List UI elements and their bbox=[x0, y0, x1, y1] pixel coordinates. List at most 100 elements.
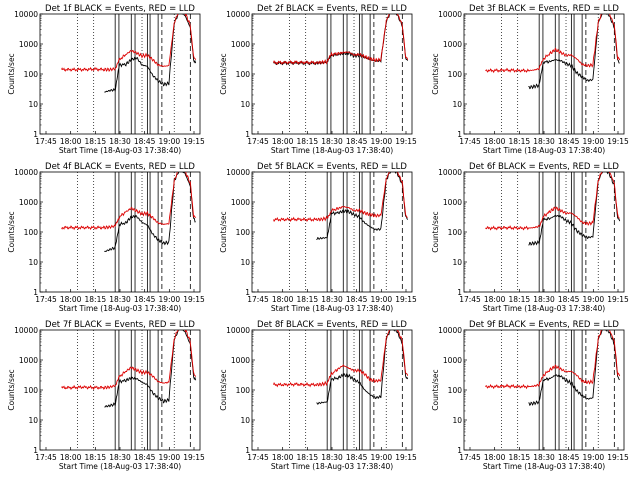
y-axis-label: Counts/sec bbox=[431, 53, 440, 94]
y-axis-label: Counts/sec bbox=[431, 211, 440, 252]
x-axis-label: Start Time (18-Aug-03 17:38:40) bbox=[271, 462, 393, 471]
plot-panel: Det 4f BLACK = Events, RED = LLD 1 10 100 10… bbox=[7, 162, 205, 313]
y-tick-label: 100 bbox=[448, 70, 463, 79]
x-axis-label: Start Time (18-Aug-03 17:38:40) bbox=[59, 462, 181, 471]
plot-frame bbox=[39, 329, 201, 451]
x-tick-label: 17:45 bbox=[459, 295, 481, 304]
x-tick-label: 19:00 bbox=[371, 137, 393, 146]
y-tick-label: 10000 bbox=[14, 10, 38, 19]
x-tick-label: 18:45 bbox=[346, 295, 368, 304]
x-tick-label: 18:45 bbox=[346, 453, 368, 462]
y-tick-label: 100 bbox=[236, 386, 251, 395]
y-tick-label: 10000 bbox=[226, 168, 250, 177]
x-tick-label: 19:15 bbox=[395, 137, 417, 146]
x-tick-label: 18:30 bbox=[109, 295, 131, 304]
series-line-events bbox=[316, 172, 409, 241]
series-line-events bbox=[104, 14, 197, 93]
x-tick-label: 19:00 bbox=[159, 137, 181, 146]
series-line-lld bbox=[485, 172, 620, 231]
x-tick-label: 18:00 bbox=[484, 295, 506, 304]
y-axis-label: Counts/sec bbox=[7, 211, 16, 252]
y-tick-label: 10000 bbox=[226, 326, 250, 335]
x-tick-label: 17:45 bbox=[247, 453, 269, 462]
plot-title: Det 2f BLACK = Events, RED = LLD bbox=[257, 4, 407, 14]
x-tick-label: 18:30 bbox=[533, 453, 555, 462]
y-tick-label: 1 bbox=[245, 288, 250, 297]
y-tick-label: 10 bbox=[452, 416, 462, 425]
x-axis-label: Start Time (18-Aug-03 17:38:40) bbox=[483, 462, 605, 471]
x-tick-label: 18:30 bbox=[109, 453, 131, 462]
x-tick-label: 18:00 bbox=[272, 453, 294, 462]
y-tick-label: 1000 bbox=[443, 356, 462, 365]
plot-title: Det 6f BLACK = Events, RED = LLD bbox=[469, 162, 619, 172]
plot-frame bbox=[251, 171, 413, 293]
y-tick-label: 1 bbox=[457, 288, 462, 297]
y-tick-label: 1000 bbox=[231, 40, 250, 49]
y-tick-label: 100 bbox=[24, 228, 39, 237]
x-tick-label: 17:45 bbox=[35, 295, 57, 304]
series-line-events bbox=[528, 172, 621, 246]
y-tick-label: 1000 bbox=[19, 356, 38, 365]
x-tick-label: 19:00 bbox=[583, 295, 605, 304]
x-tick-label: 19:15 bbox=[607, 453, 629, 462]
series-line-lld bbox=[61, 330, 197, 391]
x-tick-label: 18:45 bbox=[558, 295, 580, 304]
series-line-events bbox=[528, 14, 620, 90]
y-tick-label: 100 bbox=[448, 386, 463, 395]
plot-frame bbox=[463, 329, 625, 451]
x-tick-label: 18:00 bbox=[60, 137, 82, 146]
plot-frame bbox=[39, 13, 201, 135]
x-tick-label: 18:45 bbox=[346, 137, 368, 146]
x-tick-label: 18:00 bbox=[272, 295, 294, 304]
y-tick-label: 10000 bbox=[14, 326, 38, 335]
x-tick-label: 18:45 bbox=[558, 137, 580, 146]
y-axis-label: Counts/sec bbox=[7, 369, 16, 410]
x-tick-label: 17:45 bbox=[247, 295, 269, 304]
y-tick-label: 10 bbox=[28, 100, 38, 109]
series-line-lld bbox=[273, 330, 409, 388]
y-tick-label: 1000 bbox=[443, 198, 462, 207]
series-line-lld bbox=[61, 172, 197, 231]
y-tick-label: 1000 bbox=[19, 198, 38, 207]
x-tick-label: 17:45 bbox=[247, 137, 269, 146]
x-tick-label: 19:15 bbox=[183, 137, 205, 146]
plot-frame bbox=[251, 13, 413, 135]
series-line-events bbox=[104, 330, 197, 408]
x-tick-label: 18:45 bbox=[134, 295, 156, 304]
y-axis-label: Counts/sec bbox=[219, 369, 228, 410]
plot-panel: Det 9f BLACK = Events, RED = LLD 1 10 100 10… bbox=[431, 320, 629, 471]
series-line-lld bbox=[61, 14, 197, 73]
x-tick-label: 18:00 bbox=[272, 137, 294, 146]
y-tick-label: 100 bbox=[236, 228, 251, 237]
y-tick-label: 1000 bbox=[443, 40, 462, 49]
y-tick-label: 1000 bbox=[231, 198, 250, 207]
plot-panel: Det 1f BLACK = Events, RED = LLD 1 10 100 10… bbox=[7, 4, 205, 155]
x-tick-label: 18:00 bbox=[484, 453, 506, 462]
x-tick-label: 18:15 bbox=[297, 295, 319, 304]
x-axis-label: Start Time (18-Aug-03 17:38:40) bbox=[271, 146, 393, 155]
x-axis-label: Start Time (18-Aug-03 17:38:40) bbox=[483, 146, 605, 155]
plot-panel: Det 8f BLACK = Events, RED = LLD 1 10 100 10… bbox=[219, 320, 417, 471]
series-line-events bbox=[104, 172, 196, 252]
x-tick-label: 19:15 bbox=[183, 295, 205, 304]
x-tick-label: 18:15 bbox=[297, 137, 319, 146]
y-tick-label: 100 bbox=[448, 228, 463, 237]
x-tick-label: 18:15 bbox=[509, 295, 531, 304]
x-tick-label: 18:15 bbox=[85, 295, 107, 304]
x-axis-label: Start Time (18-Aug-03 17:38:40) bbox=[59, 146, 181, 155]
x-tick-label: 18:00 bbox=[60, 453, 82, 462]
x-tick-label: 18:45 bbox=[558, 453, 580, 462]
y-tick-label: 10 bbox=[452, 100, 462, 109]
y-tick-label: 100 bbox=[24, 70, 39, 79]
series-line-events bbox=[528, 330, 620, 406]
x-tick-label: 19:15 bbox=[607, 137, 629, 146]
x-tick-label: 17:45 bbox=[459, 137, 481, 146]
series-line-events bbox=[316, 330, 409, 405]
x-tick-label: 17:45 bbox=[35, 137, 57, 146]
plot-frame bbox=[463, 171, 625, 293]
y-tick-label: 1 bbox=[33, 130, 38, 139]
plot-frame bbox=[251, 329, 413, 451]
x-tick-label: 18:15 bbox=[85, 453, 107, 462]
y-tick-label: 1 bbox=[457, 446, 462, 455]
series-line-lld bbox=[273, 172, 408, 223]
